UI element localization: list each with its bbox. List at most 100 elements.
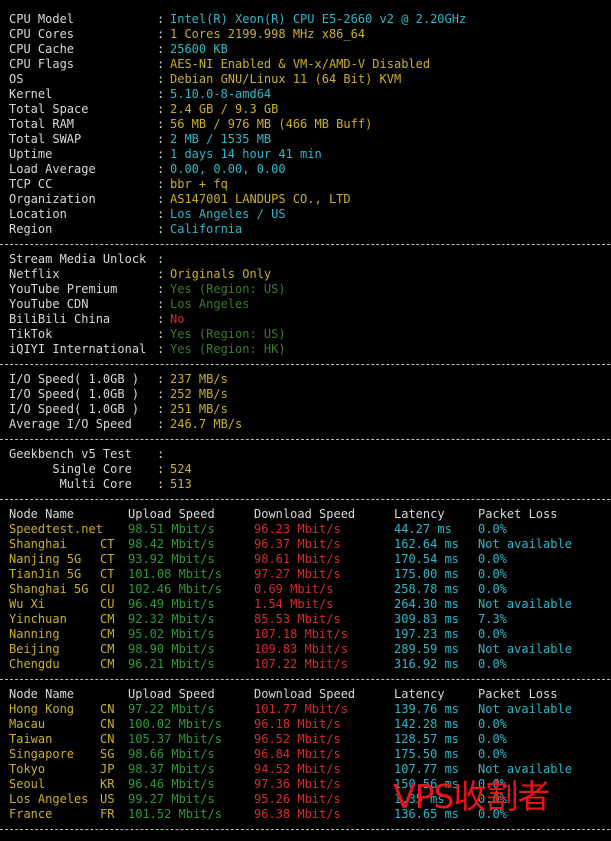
info-value: 1 Cores 2199.998 MHz x86_64	[170, 27, 366, 41]
latency: 258.78 ms	[394, 582, 460, 596]
colon: :	[157, 222, 165, 236]
separator-line	[0, 237, 611, 252]
node-name: Taiwan	[9, 732, 53, 746]
isp: CM	[100, 642, 115, 656]
column-header: Latency	[394, 507, 445, 521]
latency: 150.56 ms	[394, 777, 460, 791]
upload-speed: 97.22 Mbit/s	[128, 702, 215, 716]
info-row: I/O Speed( 1.0GB ):251 MB/s	[9, 402, 609, 417]
colon: :	[157, 12, 165, 26]
info-key: I/O Speed( 1.0GB )	[9, 402, 140, 416]
isp: CN	[100, 717, 115, 731]
table-row: Shanghai CT 98.42 Mbit/s 96.37 Mbit/s 162.64…	[9, 537, 609, 552]
download-speed: 107.22 Mbit/s	[254, 657, 348, 671]
node-name: Shanghai	[9, 537, 67, 551]
info-row: CPU Cores:1 Cores 2199.998 MHz x86_64	[9, 27, 609, 42]
packet-loss: 0.0%	[478, 582, 507, 596]
info-row: Total RAM:56 MB / 976 MB (466 MB Buff)	[9, 117, 609, 132]
isp: CT	[100, 552, 115, 566]
colon: :	[157, 372, 165, 386]
info-row: Average I/O Speed:246.7 MB/s	[9, 417, 609, 432]
colon: :	[157, 387, 165, 401]
upload-speed: 98.90 Mbit/s	[128, 642, 215, 656]
separator-line	[0, 357, 611, 372]
download-speed: 0.69 Mbit/s	[254, 582, 334, 596]
packet-loss: 0.0%	[478, 552, 507, 566]
terminal-output: CPU Model: Intel(R) Xeon(R) CPU E5-2660 v…	[0, 12, 611, 837]
isp: FR	[100, 807, 115, 821]
node-name: France	[9, 807, 53, 821]
packet-loss: 0.0%	[478, 627, 507, 641]
table-row: Yinchuan CM 92.32 Mbit/s 85.53 Mbit/s 309.83…	[9, 612, 609, 627]
separator-line	[0, 672, 611, 687]
colon: :	[157, 117, 165, 131]
node-name: Beijing	[9, 642, 60, 656]
download-speed: 107.18 Mbit/s	[254, 627, 348, 641]
info-key: Load Average	[9, 162, 96, 176]
colon: :	[157, 312, 165, 326]
info-row: Geekbench v5 Test:	[9, 447, 609, 462]
latency: 142.28 ms	[394, 717, 460, 731]
column-header: Node Name	[9, 687, 75, 701]
colon: :	[157, 267, 165, 281]
info-key: I/O Speed( 1.0GB )	[9, 387, 140, 401]
latency: 289.59 ms	[394, 642, 460, 656]
info-value: 246.7 MB/s	[170, 417, 243, 431]
node-name: Seoul	[9, 777, 46, 791]
latency: 175.00 ms	[394, 567, 460, 581]
info-key: Location	[9, 207, 67, 221]
colon: :	[157, 402, 165, 416]
info-key: Geekbench v5 Test	[9, 447, 132, 461]
packet-loss: 0.0%	[478, 747, 507, 761]
node-name: Nanjing 5G	[9, 552, 82, 566]
packet-loss: Not available	[478, 642, 572, 656]
upload-speed: 96.46 Mbit/s	[128, 777, 215, 791]
isp: CU	[100, 597, 115, 611]
info-row: iQIYI International: Yes (Region: HK)	[9, 342, 609, 357]
colon: :	[157, 177, 165, 191]
upload-speed: 100.02 Mbit/s	[128, 717, 222, 731]
upload-speed: 101.08 Mbit/s	[128, 567, 222, 581]
info-row: OS: Debian GNU/Linux 11 (64 Bit) KVM	[9, 72, 609, 87]
download-speed: 101.77 Mbit/s	[254, 702, 348, 716]
info-row: I/O Speed( 1.0GB ):252 MB/s	[9, 387, 609, 402]
packet-loss: Not available	[478, 702, 572, 716]
node-name: Wu Xi	[9, 597, 46, 611]
node-name: Tokyo	[9, 762, 46, 776]
separator-line	[0, 822, 611, 837]
column-header: Packet Loss	[478, 687, 558, 701]
colon: :	[157, 132, 165, 146]
isp: JP	[100, 762, 115, 776]
node-name: Speedtest.net	[9, 522, 103, 536]
colon: :	[157, 27, 165, 41]
info-row: TCP CC: bbr + fq	[9, 177, 609, 192]
info-row: Region: California	[9, 222, 609, 237]
info-key: Average I/O Speed	[9, 417, 132, 431]
upload-speed: 92.32 Mbit/s	[128, 612, 215, 626]
info-value: 513	[170, 477, 192, 491]
colon: :	[157, 297, 165, 311]
packet-loss: 0.0%	[478, 717, 507, 731]
node-name: Yinchuan	[9, 612, 67, 626]
upload-speed: 98.51 Mbit/s	[128, 522, 215, 536]
info-value: 237 MB/s	[170, 372, 228, 386]
latency: 139.76 ms	[394, 702, 460, 716]
info-key: TikTok	[9, 327, 53, 341]
latency: 107.77 ms	[394, 762, 460, 776]
info-row: Stream Media Unlock:	[9, 252, 609, 267]
info-value: AS147001 LANDUPS CO., LTD	[170, 192, 351, 206]
packet-loss: 0.0%	[478, 522, 507, 536]
info-row: Uptime:1 days 14 hour 41 min	[9, 147, 609, 162]
info-value: Intel(R) Xeon(R) CPU E5-2660 v2 @ 2.20GH…	[170, 12, 467, 26]
packet-loss: 0.0%	[478, 732, 507, 746]
upload-speed: 98.42 Mbit/s	[128, 537, 215, 551]
isp: CN	[100, 702, 115, 716]
info-row: Multi Core:513	[9, 477, 609, 492]
info-value: Debian GNU/Linux 11 (64 Bit) KVM	[170, 72, 402, 86]
node-name: Chengdu	[9, 657, 60, 671]
colon: :	[157, 252, 165, 266]
column-header: Upload Speed	[128, 507, 215, 521]
download-speed: 95.26 Mbit/s	[254, 792, 341, 806]
isp: KR	[100, 777, 115, 791]
info-key: Netflix	[9, 267, 60, 281]
